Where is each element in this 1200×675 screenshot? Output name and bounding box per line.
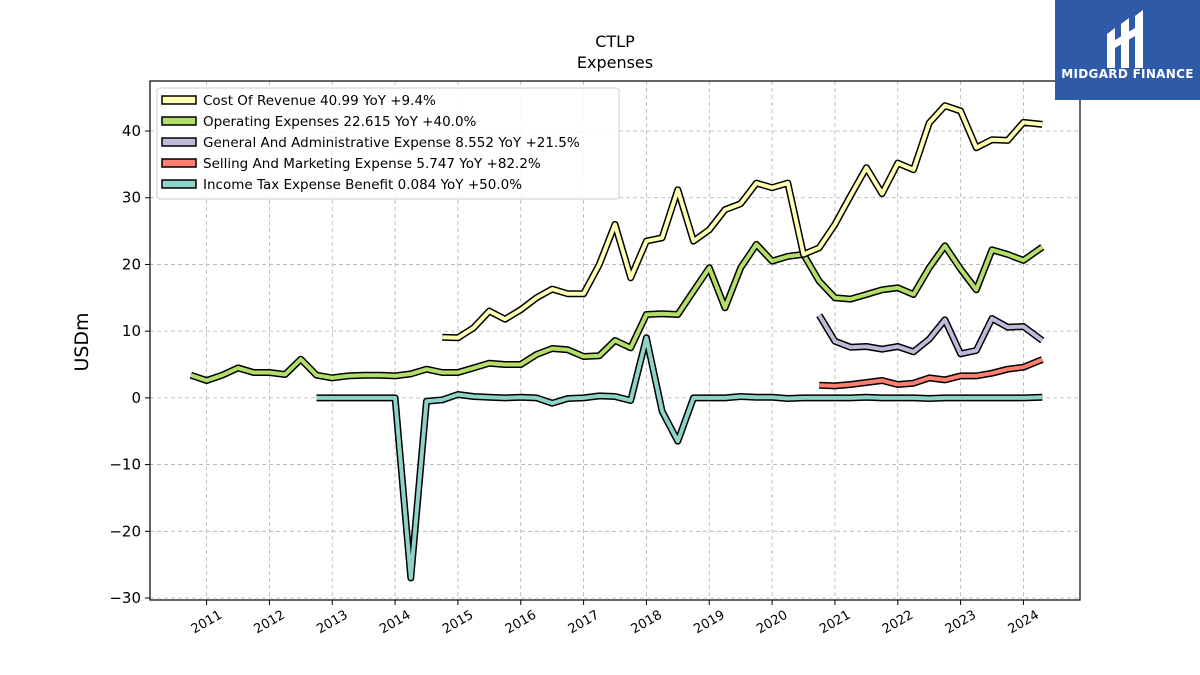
legend-swatch bbox=[161, 137, 197, 147]
legend-entry: Income Tax Expense Benefit 0.084 YoY +50… bbox=[203, 177, 522, 193]
chart-subtitle: Expenses bbox=[577, 53, 653, 72]
x-tick-label: 2016 bbox=[503, 608, 539, 638]
midgard-logo-icon bbox=[1107, 10, 1143, 68]
series-outline-selling-and-marketing-expense bbox=[819, 356, 1044, 390]
y-tick-label: −10 bbox=[109, 456, 141, 474]
legend-entry: Selling And Marketing Expense 5.747 YoY … bbox=[203, 156, 541, 172]
y-tick-label: 30 bbox=[122, 189, 141, 207]
y-axis-label: USDm bbox=[71, 312, 93, 371]
legend-swatch bbox=[161, 179, 197, 189]
x-tick-label: 2012 bbox=[252, 608, 288, 638]
x-axis-ticks: 2011 2012 2013 2014 2015 2016 2017 2018 2019 2020… bbox=[189, 600, 1042, 637]
series-line-income-tax-expense-benefit bbox=[316, 335, 1043, 580]
y-tick-label: −20 bbox=[109, 522, 141, 540]
plot-frame bbox=[149, 80, 1081, 601]
x-tick-label: 2020 bbox=[754, 608, 790, 638]
y-tick-label: 40 bbox=[122, 122, 141, 140]
legend-box bbox=[156, 87, 620, 200]
x-tick-label: 2013 bbox=[314, 608, 350, 638]
legend-swatch bbox=[161, 116, 197, 126]
x-tick-label: 2014 bbox=[377, 608, 413, 638]
y-tick-label: 20 bbox=[122, 255, 141, 273]
series-line-general-and-administrative-expense bbox=[817, 314, 1044, 356]
legend-swatch bbox=[161, 95, 197, 105]
series-line-operating-expenses bbox=[190, 242, 1044, 383]
legend-entry: General And Administrative Expense 8.552… bbox=[203, 135, 580, 151]
logo-text: MIDGARD FINANCE bbox=[1061, 67, 1194, 81]
x-tick-label: 2021 bbox=[817, 608, 853, 638]
series-line-selling-and-marketing-expense bbox=[819, 357, 1044, 388]
chart-title: CTLP bbox=[595, 32, 635, 51]
series-line-cost-of-revenue bbox=[442, 103, 1043, 340]
x-tick-label: 2011 bbox=[189, 608, 225, 638]
x-tick-label: 2017 bbox=[566, 608, 602, 638]
y-axis-ticks: −30 −20 −10 0 10 20 30 40 bbox=[109, 122, 150, 607]
y-tick-label: −30 bbox=[109, 589, 141, 607]
x-tick-label: 2019 bbox=[691, 608, 727, 638]
x-tick-label: 2023 bbox=[943, 608, 979, 638]
x-tick-label: 2024 bbox=[1006, 608, 1042, 638]
legend-swatch bbox=[161, 158, 197, 168]
x-tick-label: 2022 bbox=[880, 608, 916, 638]
series-lines bbox=[189, 102, 1045, 582]
x-tick-label: 2018 bbox=[629, 608, 665, 638]
series-outline-income-tax-expense-benefit bbox=[316, 334, 1043, 582]
legend-entry: Cost Of Revenue 40.99 YoY +9.4% bbox=[203, 93, 436, 109]
midgard-finance-logo: MIDGARD FINANCE bbox=[1055, 0, 1200, 100]
y-tick-label: 0 bbox=[131, 389, 141, 407]
x-tick-label: 2015 bbox=[440, 608, 476, 638]
y-tick-label: 10 bbox=[122, 322, 141, 340]
legend: Cost Of Revenue 40.99 YoY +9.4% Operating… bbox=[156, 87, 620, 200]
legend-entry: Operating Expenses 22.615 YoY +40.0% bbox=[203, 114, 477, 130]
